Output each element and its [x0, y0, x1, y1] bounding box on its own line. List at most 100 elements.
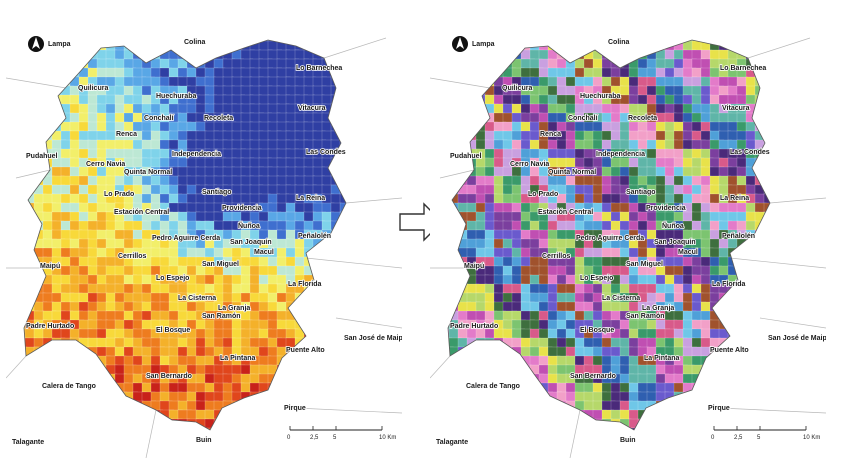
commune-label: Calera de Tango [42, 383, 96, 390]
roads [430, 37, 826, 458]
commune-label: Buin [620, 437, 636, 444]
commune-label: Lo Espejo [580, 275, 613, 282]
commune-labels: Lampa Colina Quilicura Huechuraba Lo Barnech… [11, 38, 402, 447]
commune-label: Santiago [202, 189, 232, 196]
north-arrow-icon [28, 36, 44, 52]
commune-label: Buin [196, 437, 212, 444]
commune-label: San Ramón [202, 313, 241, 320]
left-map-panel: 0 2,5 5 10 Km Lampa Colina Quilicura Huechuraba… [6, 18, 402, 458]
commune-label: Quinta Normal [124, 169, 172, 176]
left-map: 0 2,5 5 10 Km Lampa Colina Quilicura Huechuraba… [6, 36, 402, 458]
scale-tick-label: 5 [757, 435, 761, 441]
commune-label: Recoleta [204, 115, 233, 122]
commune-label: Pirque [284, 405, 306, 412]
commune-label: Pedro Aguirre Cerda [152, 235, 220, 242]
commune-label: Lampa [48, 41, 71, 48]
commune-label: Lo Prado [528, 191, 558, 198]
commune-label: La Reina [296, 195, 325, 202]
right-map-panel: 0 2,5 5 10 Km Lampa Colina Quilicura Huechuraba… [430, 18, 826, 458]
commune-label: San Miguel [202, 261, 239, 268]
commune-label: Santiago [626, 189, 656, 196]
scale-tick-label: 0 [287, 435, 291, 441]
commune-label: Quinta Normal [548, 169, 596, 176]
commune-label: Talagante [436, 439, 468, 446]
commune-label: Vitacura [722, 105, 750, 112]
commune-label: San José de Maipo [768, 335, 826, 342]
commune-label: Vitacura [298, 105, 326, 112]
commune-label: El Bosque [580, 327, 614, 334]
commune-label: Lo Prado [104, 191, 134, 198]
commune-label: Lo Barnechea [720, 65, 766, 72]
commune-label: La Reina [720, 195, 749, 202]
commune-label: Estación Central [114, 209, 169, 216]
commune-label: El Bosque [156, 327, 190, 334]
commune-label: Huechuraba [580, 93, 621, 100]
commune-label: Padre Hurtado [26, 323, 74, 330]
commune-label: Conchalí [568, 115, 599, 122]
commune-label: San Ramón [626, 313, 665, 320]
scale-tick-label: 2,5 [734, 435, 743, 441]
commune-label: Pudahuel [26, 153, 58, 160]
scale-tick-label: 10 Km [803, 435, 820, 441]
commune-label: La Pintana [644, 355, 680, 362]
commune-label: Macul [254, 249, 274, 256]
commune-label: Recoleta [628, 115, 657, 122]
scale-bar: 0 2,5 5 10 Km [287, 426, 396, 441]
commune-label: Puente Alto [710, 347, 749, 354]
commune-label: Independencia [172, 151, 221, 158]
scale-tick-label: 5 [333, 435, 337, 441]
commune-label: Lampa [472, 41, 495, 48]
commune-label: La Florida [288, 281, 322, 288]
commune-label: Providencia [222, 205, 262, 212]
commune-label: Independencia [596, 151, 645, 158]
commune-label: Quilicura [78, 85, 108, 92]
commune-label: San Bernardo [570, 373, 616, 380]
commune-label: Maipú [464, 263, 484, 270]
commune-label: Renca [116, 131, 137, 138]
commune-label: La Granja [642, 305, 674, 312]
commune-label: San Joaquín [230, 239, 272, 246]
commune-label: Renca [540, 131, 561, 138]
commune-label: Macul [678, 249, 698, 256]
commune-label: Conchalí [144, 115, 175, 122]
commune-label: San José de Maipo [344, 335, 402, 342]
commune-label: Puente Alto [286, 347, 325, 354]
commune-label: Las Condes [730, 149, 770, 156]
commune-label: Padre Hurtado [450, 323, 498, 330]
commune-label: La Florida [712, 281, 746, 288]
right-map: 0 2,5 5 10 Km Lampa Colina Quilicura Huechuraba… [430, 36, 826, 458]
scale-tick-label: 10 Km [379, 435, 396, 441]
commune-label: Quilicura [502, 85, 532, 92]
commune-label: La Cisterna [178, 295, 216, 302]
commune-label: San Miguel [626, 261, 663, 268]
commune-label: Estación Central [538, 209, 593, 216]
commune-label: Ñuñoa [662, 221, 684, 230]
commune-label: Pedro Aguirre Cerda [576, 235, 644, 242]
commune-label: Las Condes [306, 149, 346, 156]
commune-label: Pirque [708, 405, 730, 412]
north-arrow-icon [452, 36, 468, 52]
scale-bar: 0 2,5 5 10 Km [711, 426, 820, 441]
commune-label: Colina [608, 39, 629, 46]
commune-label: Peñalolén [722, 233, 755, 240]
commune-label: Cerro Navia [510, 161, 549, 168]
commune-label: Lo Espejo [156, 275, 189, 282]
scale-tick-label: 2,5 [310, 435, 319, 441]
commune-label: San Joaquín [654, 239, 696, 246]
commune-labels: Lampa Colina Quilicura Huechuraba Lo Barnech… [435, 38, 826, 447]
roads [6, 37, 402, 458]
commune-label: Cerrillos [542, 253, 571, 260]
commune-label: Lo Barnechea [296, 65, 342, 72]
commune-label: San Bernardo [146, 373, 192, 380]
commune-label: Providencia [646, 205, 686, 212]
commune-label: Cerro Navia [86, 161, 125, 168]
commune-label: Ñuñoa [238, 221, 260, 230]
commune-label: Talagante [12, 439, 44, 446]
commune-label: Cerrillos [118, 253, 147, 260]
commune-label: Peñalolén [298, 233, 331, 240]
commune-label: Pudahuel [450, 153, 482, 160]
commune-label: Colina [184, 39, 205, 46]
commune-label: Maipú [40, 263, 60, 270]
commune-label: La Pintana [220, 355, 256, 362]
commune-label: La Granja [218, 305, 250, 312]
